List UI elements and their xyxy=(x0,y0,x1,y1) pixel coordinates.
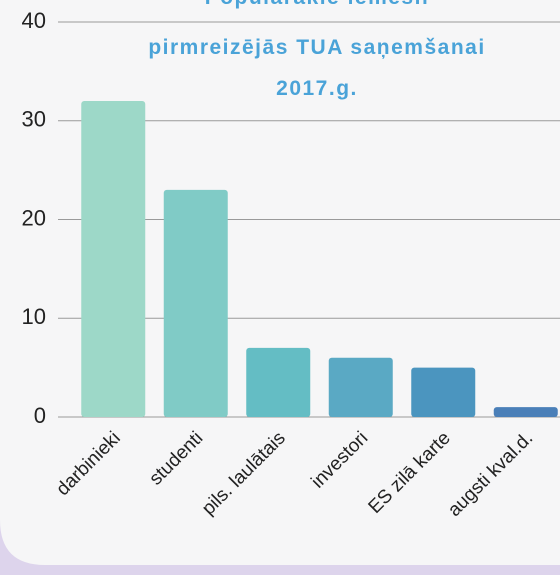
bar xyxy=(81,101,146,417)
y-tick-label: 10 xyxy=(22,304,46,329)
bar xyxy=(411,367,476,417)
y-tick-label: 40 xyxy=(22,8,46,33)
y-tick-label: 20 xyxy=(22,205,46,230)
chart-title: 2017.g. xyxy=(276,77,358,100)
bar xyxy=(246,347,311,417)
chart-title: Populārākie iemesli xyxy=(205,0,430,9)
bar xyxy=(163,189,228,417)
y-tick-label: 30 xyxy=(22,107,46,132)
y-tick-label: 0 xyxy=(34,403,46,428)
bar xyxy=(328,357,393,417)
chart-title: pirmreizējās TUA saņemšanai xyxy=(148,36,485,59)
bar xyxy=(493,407,558,417)
title: Populārākie iemesli pirmreizējās TUA saņe… xyxy=(148,0,485,100)
